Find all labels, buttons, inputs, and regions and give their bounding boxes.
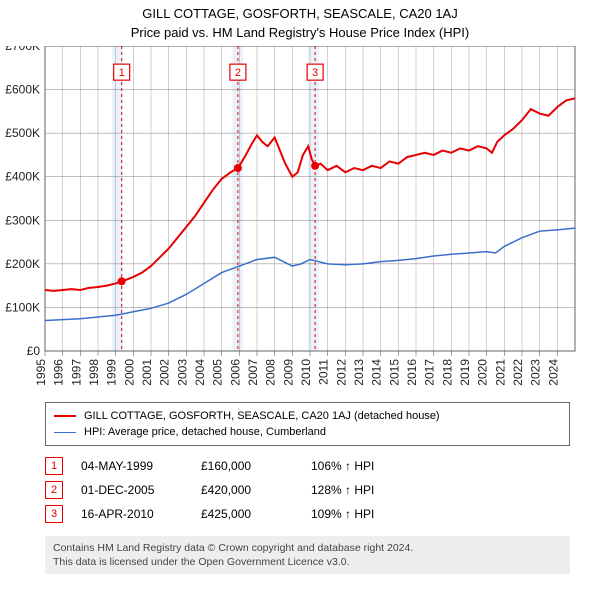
x-tick-label: 2012	[334, 359, 348, 386]
x-tick-label: 2005	[211, 359, 225, 386]
y-tick-label: £400K	[5, 170, 40, 184]
legend-label: GILL COTTAGE, GOSFORTH, SEASCALE, CA20 1…	[84, 410, 440, 422]
y-tick-label: £200K	[5, 257, 40, 271]
x-tick-label: 2018	[440, 359, 454, 386]
x-tick-label: 2009	[281, 359, 295, 386]
x-tick-label: 2000	[122, 359, 136, 386]
legend-row: GILL COTTAGE, GOSFORTH, SEASCALE, CA20 1…	[54, 408, 561, 424]
shaded-band	[308, 46, 319, 351]
title-line-2: Price paid vs. HM Land Registry's House …	[0, 25, 600, 40]
x-tick-label: 2016	[405, 359, 419, 386]
x-tick-label: 2010	[299, 359, 313, 386]
event-marker-num: 1	[119, 67, 125, 79]
y-tick-label: £500K	[5, 126, 40, 140]
event-date: 01-DEC-2005	[81, 483, 201, 497]
x-tick-label: 2011	[317, 359, 331, 385]
y-tick-label: £700K	[5, 46, 40, 53]
x-tick-label: 2015	[387, 359, 401, 386]
event-price: £420,000	[201, 483, 311, 497]
event-marker: 2	[45, 481, 63, 499]
x-tick-label: 2006	[228, 359, 242, 386]
x-tick-label: 1998	[87, 359, 101, 386]
event-point	[118, 277, 126, 285]
x-tick-label: 2024	[546, 359, 560, 386]
x-tick-label: 2014	[370, 359, 384, 386]
x-tick-label: 2007	[246, 359, 260, 386]
legend: GILL COTTAGE, GOSFORTH, SEASCALE, CA20 1…	[45, 402, 570, 446]
legend-label: HPI: Average price, detached house, Cumb…	[84, 426, 326, 438]
event-marker: 1	[45, 457, 63, 475]
y-tick-label: £100K	[5, 300, 40, 314]
event-date: 04-MAY-1999	[81, 459, 201, 473]
footer-line-1: Contains HM Land Registry data © Crown c…	[53, 541, 562, 555]
event-marker-num: 2	[235, 67, 241, 79]
x-tick-label: 2023	[529, 359, 543, 386]
x-tick-label: 2019	[458, 359, 472, 386]
y-tick-label: £300K	[5, 213, 40, 227]
x-tick-label: 2013	[352, 359, 366, 386]
footer-attribution: Contains HM Land Registry data © Crown c…	[45, 536, 570, 574]
y-tick-label: £600K	[5, 83, 40, 97]
x-tick-label: 2004	[193, 359, 207, 386]
price-chart: £0 £100K £200K £300K £400K £500K £600K £700K 199…	[0, 46, 600, 396]
event-point	[311, 162, 319, 170]
shaded-band	[112, 46, 123, 351]
event-row: 1 04-MAY-1999£160,000106% ↑ HPI	[45, 454, 570, 478]
x-tick-label: 1999	[105, 359, 119, 386]
event-price: £160,000	[201, 459, 311, 473]
title-line-1: GILL COTTAGE, GOSFORTH, SEASCALE, CA20 1…	[0, 6, 600, 21]
event-pct: 128% ↑ HPI	[311, 483, 431, 497]
x-tick-label: 2020	[476, 359, 490, 386]
x-tick-label: 2021	[493, 359, 507, 386]
legend-swatch	[54, 415, 76, 417]
event-point	[234, 164, 242, 172]
x-tick-label: 2001	[140, 359, 154, 386]
event-pct: 106% ↑ HPI	[311, 459, 431, 473]
event-date: 16-APR-2010	[81, 507, 201, 521]
legend-swatch	[54, 432, 76, 433]
y-tick-label: £0	[27, 344, 41, 358]
x-tick-label: 1996	[52, 359, 66, 386]
x-tick-label: 2002	[158, 359, 172, 386]
x-tick-label: 2017	[423, 359, 437, 386]
x-tick-label: 2008	[264, 359, 278, 386]
x-tick-label: 2003	[175, 359, 189, 386]
footer-line-2: This data is licensed under the Open Gov…	[53, 555, 562, 569]
event-marker: 3	[45, 505, 63, 523]
x-tick-label: 1997	[69, 359, 83, 386]
event-pct: 109% ↑ HPI	[311, 507, 431, 521]
legend-row: HPI: Average price, detached house, Cumb…	[54, 424, 561, 440]
event-row: 3 16-APR-2010£425,000109% ↑ HPI	[45, 502, 570, 526]
event-row: 2 01-DEC-2005£420,000128% ↑ HPI	[45, 478, 570, 502]
event-price: £425,000	[201, 507, 311, 521]
x-tick-label: 1995	[34, 359, 48, 386]
x-tick-label: 2022	[511, 359, 525, 386]
event-marker-num: 3	[312, 67, 318, 79]
event-table: 1 04-MAY-1999£160,000106% ↑ HPI 2 01-DEC-20…	[45, 454, 570, 526]
chart-container: £0 £100K £200K £300K £400K £500K £600K £700K 199…	[0, 46, 600, 396]
